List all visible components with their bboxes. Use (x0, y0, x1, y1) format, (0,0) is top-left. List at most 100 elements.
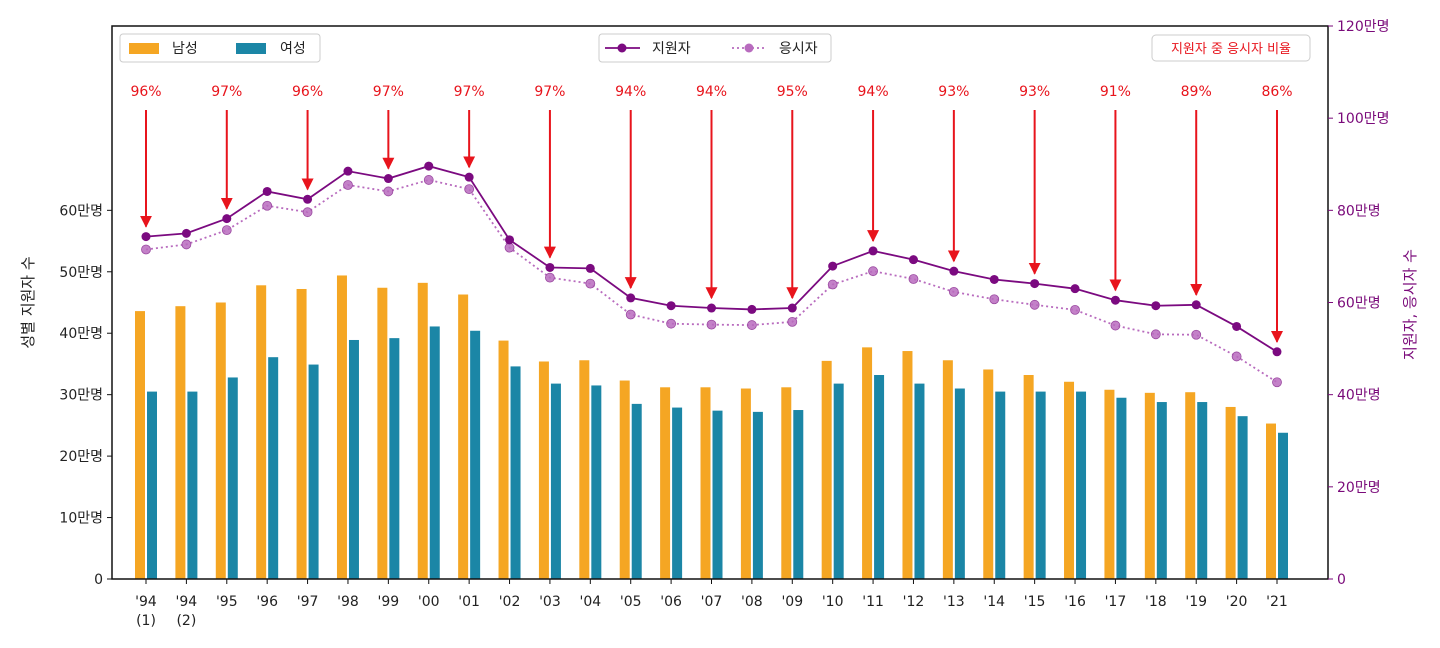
x-tick-label: '97 (297, 594, 319, 610)
ratio-label: 96% (292, 84, 323, 100)
bar-female (631, 403, 642, 579)
bar-female (1116, 397, 1127, 579)
point-takers (868, 266, 878, 277)
bar-female (429, 326, 440, 579)
bar-female (591, 385, 602, 579)
point-takers (262, 200, 273, 211)
point-takers (1191, 329, 1202, 340)
bar-female (550, 383, 561, 579)
x-tick-label: '01 (458, 594, 480, 610)
point-applicants (828, 261, 838, 271)
ratio-label: 93% (1019, 84, 1050, 100)
lines-layer (141, 161, 1282, 388)
point-takers (1110, 320, 1121, 331)
bar-female (954, 388, 965, 579)
point-applicants (1151, 301, 1161, 311)
left-tick-label: 60만명 (59, 203, 103, 219)
point-takers (1029, 299, 1040, 310)
left-tick-label: 50만명 (59, 265, 103, 281)
bar-male (458, 294, 469, 579)
x-tick-label: '20 (1226, 594, 1248, 610)
point-takers (383, 186, 394, 197)
x-tick-label: '94 (135, 594, 157, 610)
bar-male (417, 282, 428, 579)
bar-male (215, 302, 226, 579)
ratio-label: 93% (938, 84, 969, 100)
point-takers (423, 175, 434, 185)
x-tick-label: '14 (983, 594, 1005, 610)
bar-male (781, 387, 792, 579)
x-tick-label: (1) (136, 613, 156, 629)
ratio-label: 86% (1261, 84, 1292, 100)
bars-layer (135, 275, 1288, 579)
bar-male (377, 287, 388, 579)
x-tick-label: '19 (1185, 594, 1207, 610)
ratio-label: 94% (615, 84, 646, 100)
bar-male (256, 285, 267, 579)
right-tick-label: 20만명 (1337, 480, 1381, 496)
legend-series-box (598, 33, 832, 63)
x-tick-label: '00 (418, 594, 440, 610)
x-tick-label: '16 (1064, 594, 1086, 610)
point-applicants (868, 246, 878, 256)
point-takers (585, 278, 596, 289)
bar-female (510, 366, 521, 579)
point-applicants (949, 266, 959, 276)
ratio-label: 97% (454, 84, 485, 100)
point-takers (1272, 377, 1282, 388)
bar-male (1185, 392, 1196, 579)
point-applicants (262, 186, 272, 196)
ratio-label: 94% (858, 84, 889, 100)
bar-female (1237, 416, 1248, 579)
right-tick-label: 0 (1337, 572, 1346, 588)
left-axis-label: 성별 지원자 수 (19, 256, 37, 348)
bar-female (793, 410, 804, 579)
bar-female (147, 391, 157, 579)
x-tick-label: '09 (781, 594, 803, 610)
ratio-label: 91% (1100, 84, 1131, 100)
point-applicants (545, 262, 555, 272)
point-applicants (1030, 279, 1040, 289)
bar-female (914, 383, 925, 579)
point-takers (302, 207, 313, 218)
left-tick-label: 10만명 (59, 511, 103, 527)
point-takers (1070, 304, 1080, 315)
x-tick-label: '96 (256, 594, 278, 610)
bar-female (308, 364, 319, 579)
bar-male (740, 388, 751, 579)
x-tick-label: '99 (378, 594, 400, 610)
bar-male (821, 360, 832, 579)
x-tick-label: '04 (579, 594, 601, 610)
point-applicants (464, 172, 474, 182)
x-tick-label: '02 (499, 594, 521, 610)
bar-female (187, 391, 198, 579)
right-tick-label: 80만명 (1337, 203, 1381, 219)
bar-male (296, 288, 307, 579)
point-applicants (747, 304, 757, 314)
point-takers (787, 316, 798, 327)
x-tick-label: '12 (903, 594, 925, 610)
point-takers (706, 319, 717, 330)
bar-female (268, 357, 279, 579)
legend-takers-label: 응시자 (779, 41, 818, 57)
point-takers (746, 320, 757, 330)
x-tick-label: '98 (337, 594, 359, 610)
legend-ratio: 지원자 중 응시자 비율 (1151, 34, 1311, 62)
bar-female (712, 410, 723, 579)
bar-male (1144, 392, 1155, 579)
ratio-label: 97% (373, 84, 404, 100)
legend-gender: 남성 여성 (119, 33, 321, 63)
bar-male (135, 311, 145, 579)
point-applicants (989, 274, 999, 284)
ratio-label: 89% (1181, 84, 1212, 100)
legend-applicants-label: 지원자 (652, 41, 691, 57)
bar-male (498, 340, 509, 579)
bar-male (579, 360, 590, 579)
left-tick-label: 0 (94, 572, 103, 588)
bar-male (175, 306, 186, 579)
legend-ratio-box (1151, 34, 1311, 62)
bar-male (902, 351, 913, 579)
point-applicants (1272, 347, 1282, 357)
point-applicants (424, 161, 434, 171)
